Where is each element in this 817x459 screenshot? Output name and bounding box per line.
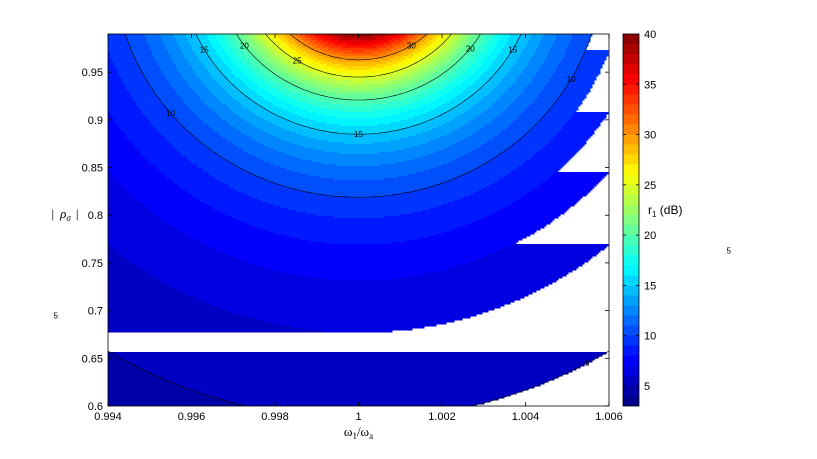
contour-label-5: 5 bbox=[54, 311, 59, 320]
plot-area: 5 5 5 5 10 10 15 15 15 20 20 25 30 bbox=[54, 33, 732, 407]
x-tick-label: 1.002 bbox=[428, 411, 456, 423]
x-axis-ticks: 0.994 0.996 0.998 1 1.002 1.004 1.006 bbox=[94, 34, 623, 423]
contour-label-20: 20 bbox=[466, 44, 475, 53]
contour-label-10: 10 bbox=[166, 109, 175, 118]
x-tick-label: 0.996 bbox=[178, 411, 206, 423]
y-axis-ticks: 0.6 0.65 0.7 0.75 0.8 0.85 0.9 0.95 bbox=[82, 67, 609, 413]
contour-label-15: 15 bbox=[508, 45, 517, 54]
y-tick-label: 0.65 bbox=[82, 353, 103, 365]
contour-label-10: 10 bbox=[567, 75, 576, 84]
x-axis-label: ω1/ωa bbox=[344, 424, 373, 441]
contour-labels: 5555101015151520202530 bbox=[54, 41, 732, 368]
contour-line-10 bbox=[125, 34, 592, 198]
contour-lines bbox=[108, 34, 609, 406]
x-tick-label: 1.004 bbox=[512, 411, 540, 423]
contour-label-15: 15 bbox=[200, 45, 209, 54]
contour-label-25: 25 bbox=[293, 57, 302, 66]
colorbar-ticks: 5 10 15 20 25 30 35 40 bbox=[623, 29, 656, 393]
contour-label-5: 5 bbox=[727, 247, 732, 256]
contour-line-15 bbox=[195, 34, 522, 135]
colorbar: 5 10 15 20 25 30 35 40 r1 (dB) bbox=[622, 29, 682, 407]
contour-label-30: 30 bbox=[407, 41, 416, 50]
colorbar-tick-label: 5 bbox=[644, 381, 650, 393]
x-tick-label: 0.994 bbox=[94, 411, 122, 423]
y-tick-label: 0.95 bbox=[82, 67, 103, 79]
contour-line-20 bbox=[236, 34, 481, 101]
colorbar-label: r1 (dB) bbox=[648, 203, 682, 219]
y-tick-label: 0.9 bbox=[88, 115, 103, 127]
colorbar-tick-label: 35 bbox=[644, 79, 656, 91]
contour-label-5: 5 bbox=[585, 359, 590, 368]
contour-label-15: 15 bbox=[354, 130, 363, 139]
y-axis-label: | ρσ | bbox=[52, 206, 79, 223]
colorbar-tick-label: 25 bbox=[644, 180, 656, 192]
contour-line-25 bbox=[265, 34, 452, 78]
y-tick-label: 0.7 bbox=[88, 306, 103, 318]
y-tick-label: 0.6 bbox=[88, 401, 103, 413]
colorbar-tick-label: 15 bbox=[644, 280, 656, 292]
contour-fill bbox=[108, 34, 609, 406]
y-tick-label: 0.75 bbox=[82, 258, 103, 270]
colorbar-tick-label: 20 bbox=[644, 230, 656, 242]
x-tick-label: 1.006 bbox=[595, 411, 623, 423]
x-tick-label: 0.998 bbox=[261, 411, 289, 423]
colorbar-gradient bbox=[622, 33, 640, 407]
y-tick-label: 0.8 bbox=[88, 210, 103, 222]
contour-label-20: 20 bbox=[240, 41, 249, 50]
y-tick-label: 0.85 bbox=[82, 163, 103, 175]
contour-line-5 bbox=[108, 350, 609, 406]
colorbar-tick-label: 10 bbox=[644, 331, 656, 343]
colorbar-tick-label: 40 bbox=[644, 29, 656, 41]
colorbar-tick-label: 30 bbox=[644, 130, 656, 142]
contour-line-30 bbox=[289, 34, 428, 61]
x-tick-label: 1 bbox=[355, 411, 361, 423]
